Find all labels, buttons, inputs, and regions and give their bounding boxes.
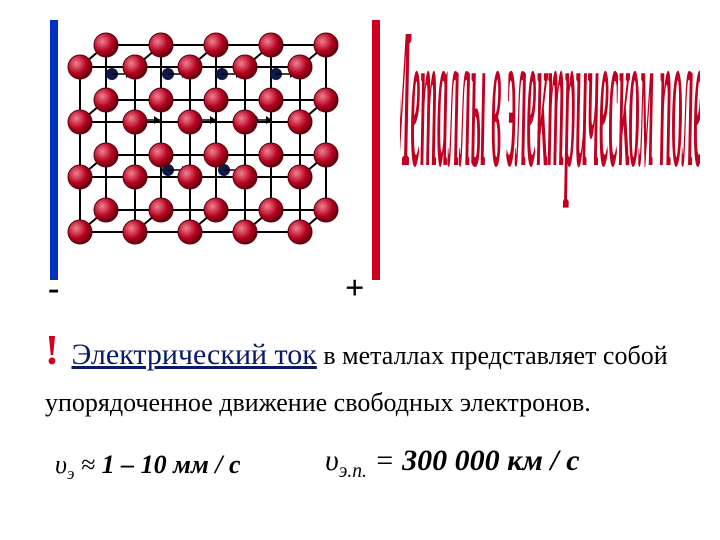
term-electric-current: Электрический ток (72, 338, 317, 371)
lattice-diagram (50, 20, 370, 280)
electrode-left (50, 20, 58, 280)
definition-text: ! Электрический ток в металлах представл… (45, 320, 685, 422)
lattice-svg (50, 20, 370, 280)
sign-minus: - (48, 270, 59, 308)
formula-electron-speed: υэ ≈ 1 – 10 мм / с (55, 450, 241, 479)
formula-field-speed: υэ.п. = 300 000 км / с (325, 444, 580, 483)
exclamation-mark: ! (45, 328, 59, 374)
formulas-row: υэ ≈ 1 – 10 мм / с υэ.п. = 300 000 км / … (55, 450, 695, 484)
svg-text:Металлы в электрическом поле.: Металлы в электрическом поле. (400, 25, 700, 209)
title-stretched: Металлы в электрическом поле. (400, 25, 700, 255)
sign-plus: + (345, 270, 364, 308)
electrode-right (372, 20, 380, 280)
